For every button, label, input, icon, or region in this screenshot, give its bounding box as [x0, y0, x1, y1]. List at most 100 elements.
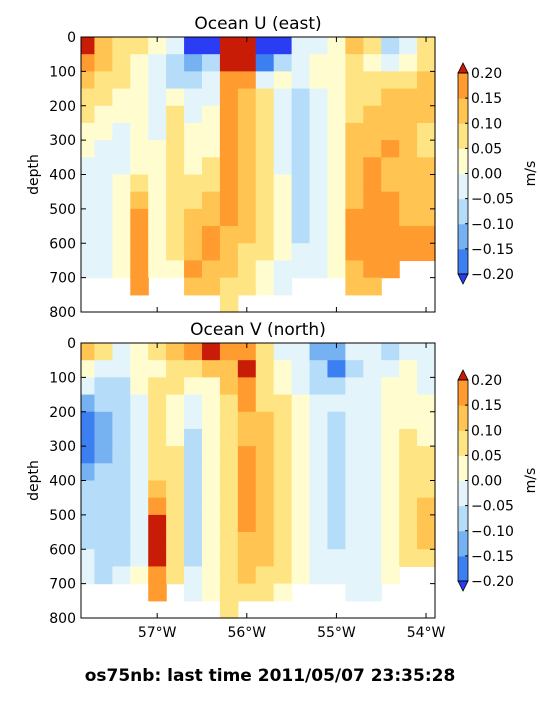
- heatmap-cell: [255, 260, 275, 279]
- heatmap-cell: [417, 174, 436, 193]
- heatmap-cell: [237, 394, 257, 413]
- heatmap-cell: [327, 243, 346, 262]
- colorbar-extend-min: [457, 273, 469, 285]
- heatmap-cell: [363, 260, 382, 279]
- heatmap-cell: [81, 497, 96, 516]
- heatmap-cell: [112, 71, 131, 90]
- heatmap-cell: [399, 377, 418, 396]
- heatmap-cell: [184, 122, 203, 141]
- chart-panel-1: Ocean U (east) 0 100 200 300 400 500 600 700 800 d…: [26, 14, 539, 321]
- heatmap-cell: [399, 243, 418, 262]
- heatmap-cell: [201, 88, 221, 107]
- colorbar-extend-max: [457, 62, 469, 74]
- heatmap-cell: [219, 394, 239, 413]
- heatmap-cell: [184, 446, 203, 464]
- heatmap-cell: [112, 566, 131, 585]
- colorbar-tick-label: −0.15: [471, 242, 514, 258]
- heatmap-cell: [130, 394, 149, 413]
- heatmap-cell: [166, 260, 185, 279]
- heatmap-cell: [166, 191, 185, 210]
- heatmap-cell: [130, 411, 149, 430]
- colorbar-band: [458, 148, 468, 174]
- heatmap-cell: [166, 208, 185, 227]
- y-tick-label: 0: [67, 30, 76, 46]
- heatmap-cell: [327, 549, 346, 568]
- heatmap-cell: [309, 463, 329, 482]
- chart-title: Ocean V (north): [190, 320, 326, 340]
- colorbar-tick-label: 0.00: [471, 474, 502, 490]
- heatmap-cell: [399, 37, 418, 55]
- heatmap-cell: [184, 428, 203, 447]
- heatmap-cell: [345, 583, 364, 602]
- heatmap-cell: [184, 37, 203, 55]
- heatmap-cell: [363, 243, 382, 262]
- heatmap-cell: [94, 105, 113, 124]
- heatmap-cell: [184, 243, 203, 262]
- heatmap-cell: [273, 37, 293, 55]
- heatmap-cell: [345, 549, 364, 568]
- heatmap-cell: [309, 394, 329, 413]
- heatmap-cell: [363, 105, 382, 124]
- y-tick-label: 700: [49, 577, 76, 593]
- heatmap-cell: [201, 463, 221, 482]
- heatmap-cell: [291, 394, 311, 413]
- heatmap-cell: [219, 497, 239, 516]
- heatmap-cell: [130, 277, 149, 296]
- colorbar-tick-label: 0.10: [471, 116, 502, 132]
- heatmap-cell: [399, 360, 418, 378]
- heatmap-cells: [81, 343, 436, 619]
- heatmap-cell: [399, 226, 418, 244]
- heatmap-cell: [201, 480, 221, 499]
- x-tick-label: 54°W: [407, 625, 446, 641]
- heatmap-cell: [166, 174, 185, 193]
- heatmap-cell: [363, 54, 382, 72]
- heatmap-cell: [112, 377, 131, 396]
- heatmap-cell: [399, 343, 418, 361]
- heatmap-cell: [112, 343, 131, 361]
- heatmap-cell: [81, 122, 96, 141]
- heatmap-cell: [345, 140, 364, 158]
- heatmap-cell: [81, 343, 96, 361]
- heatmap-cell: [309, 37, 329, 55]
- heatmap-cell: [327, 105, 346, 124]
- y-tick-label: 200: [49, 405, 76, 421]
- heatmap-cell: [417, 122, 436, 141]
- heatmap-cell: [94, 497, 113, 516]
- heatmap-cell: [166, 54, 185, 72]
- heatmap-cell: [166, 377, 185, 396]
- heatmap-cell: [94, 226, 113, 244]
- heatmap-cell: [417, 497, 436, 516]
- heatmap-cell: [345, 532, 364, 550]
- heatmap-cell: [345, 88, 364, 107]
- heatmap-cell: [417, 105, 436, 124]
- heatmap-cell: [417, 394, 436, 413]
- heatmap-cell: [327, 377, 346, 396]
- heatmap-cell: [345, 157, 364, 176]
- heatmap-cell: [399, 549, 418, 568]
- heatmap-cell: [273, 428, 293, 447]
- heatmap-cell: [273, 277, 293, 296]
- heatmap-cell: [130, 360, 149, 378]
- heatmap-cell: [273, 88, 293, 107]
- heatmap-cell: [255, 497, 275, 516]
- heatmap-cell: [255, 566, 275, 585]
- heatmap-cell: [273, 140, 293, 158]
- heatmap-cell: [417, 88, 436, 107]
- heatmap-cell: [219, 140, 239, 158]
- heatmap-cell: [237, 174, 257, 193]
- heatmap-cell: [417, 140, 436, 158]
- heatmap-cell: [381, 260, 400, 279]
- heatmap-cell: [327, 191, 346, 210]
- heatmap-cell: [399, 54, 418, 72]
- heatmap-cell: [166, 411, 185, 430]
- colorbar-extend-max: [457, 369, 469, 381]
- heatmap-cell: [345, 105, 364, 124]
- heatmap-cell: [363, 140, 382, 158]
- heatmap-cell: [130, 71, 149, 90]
- heatmap-cell: [148, 549, 167, 568]
- colorbar-band: [458, 73, 468, 99]
- y-tick-label: 400: [49, 168, 76, 184]
- heatmap-cell: [363, 411, 382, 430]
- heatmap-cell: [184, 394, 203, 413]
- colorbar-band: [458, 530, 468, 557]
